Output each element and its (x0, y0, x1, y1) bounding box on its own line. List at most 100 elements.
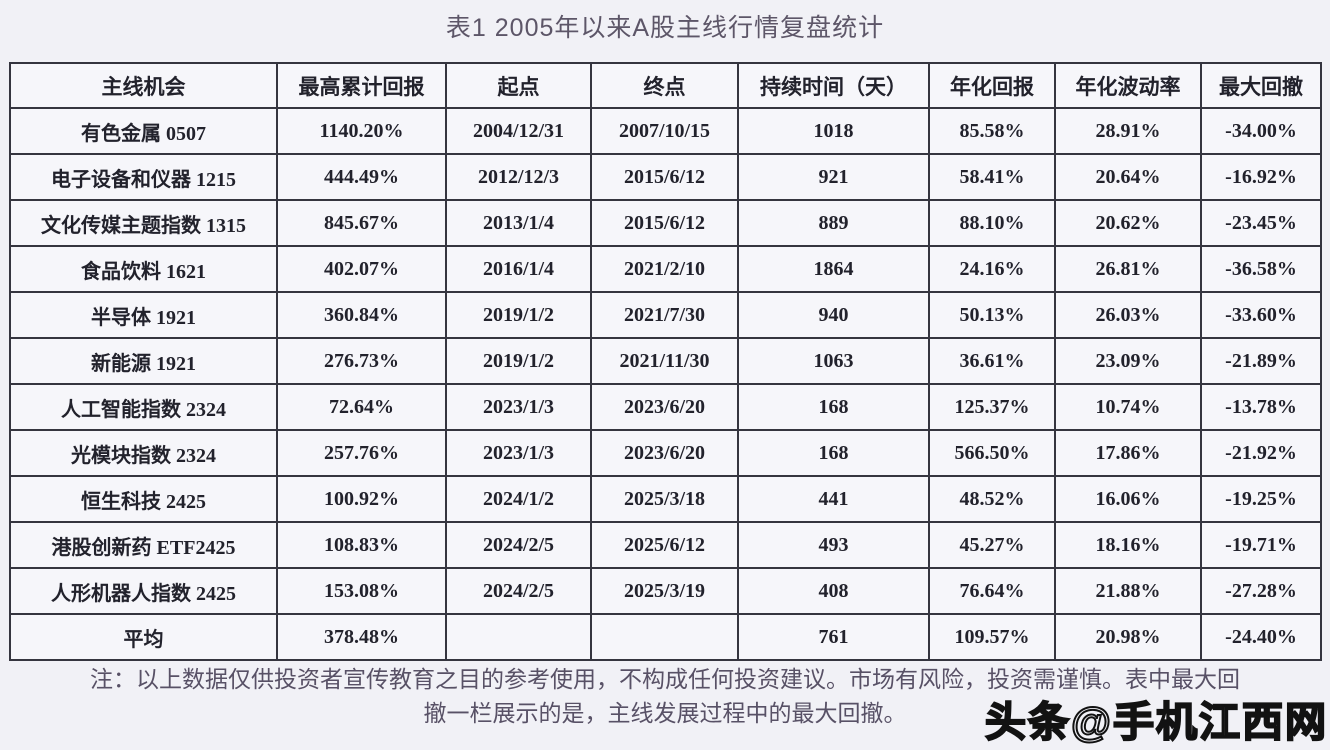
header-row: 主线机会 最高累计回报 起点 终点 持续时间（天） 年化回报 年化波动率 最大回撤 (9, 62, 1322, 109)
table-cell: 88.10% (928, 199, 1056, 247)
table-cell: 10.74% (1054, 383, 1202, 431)
table-cell: 20.98% (1054, 613, 1202, 661)
table-cell: 761 (737, 613, 930, 661)
table-row: 平均 378.48% 761 109.57% 20.98% -24.40% (9, 613, 1322, 661)
table-row: 光模块指数 2324 257.76% 2023/1/3 2023/6/20 168 566… (9, 429, 1322, 477)
column-header: 起点 (445, 62, 592, 109)
table-cell: 2023/1/3 (445, 429, 592, 477)
main-table: 主线机会 最高累计回报 起点 终点 持续时间（天） 年化回报 年化波动率 最大回撤 有色金属 … (9, 62, 1322, 661)
column-header: 年化波动率 (1054, 62, 1202, 109)
table-cell: 2021/2/10 (590, 245, 739, 293)
table-cell: 人形机器人指数 2425 (9, 567, 278, 615)
table-cell: -34.00% (1200, 107, 1322, 155)
table-cell: -21.89% (1200, 337, 1322, 385)
table-row: 有色金属 0507 1140.20% 2004/12/31 2007/10/15 101… (9, 107, 1322, 155)
table-cell: 24.16% (928, 245, 1056, 293)
table-cell: -23.45% (1200, 199, 1322, 247)
table-cell: -13.78% (1200, 383, 1322, 431)
table-cell: 45.27% (928, 521, 1056, 569)
table-row: 人工智能指数 2324 72.64% 2023/1/3 2023/6/20 168 125… (9, 383, 1322, 431)
table-cell: 360.84% (276, 291, 447, 339)
table-cell: 2013/1/4 (445, 199, 592, 247)
table-cell: -19.25% (1200, 475, 1322, 523)
table-cell: 港股创新药 ETF2425 (9, 521, 278, 569)
table-cell: 2023/6/20 (590, 429, 739, 477)
table-cell: 276.73% (276, 337, 447, 385)
table-cell: 2024/2/5 (445, 567, 592, 615)
table-cell: 72.64% (276, 383, 447, 431)
table-cell: 1864 (737, 245, 930, 293)
table-cell: 2019/1/2 (445, 337, 592, 385)
footnote-line-1: 注：以上数据仅供投资者宣传教育之目的参考使用，不构成任何投资建议。市场有风险，投… (90, 666, 1240, 692)
table-cell: 16.06% (1054, 475, 1202, 523)
table-cell: 2015/6/12 (590, 199, 739, 247)
table-cell: 402.07% (276, 245, 447, 293)
table-cell: 153.08% (276, 567, 447, 615)
table-cell: 100.92% (276, 475, 447, 523)
table-cell: 人工智能指数 2324 (9, 383, 278, 431)
table-row: 电子设备和仪器 1215 444.49% 2012/12/3 2015/6/12 921… (9, 153, 1322, 201)
table-cell: 85.58% (928, 107, 1056, 155)
table-cell (445, 613, 592, 661)
table-cell: 408 (737, 567, 930, 615)
table-cell: 23.09% (1054, 337, 1202, 385)
table-cell: 58.41% (928, 153, 1056, 201)
table-cell: 48.52% (928, 475, 1056, 523)
column-header: 最高累计回报 (276, 62, 447, 109)
table-cell: 2012/12/3 (445, 153, 592, 201)
table-cell: 845.67% (276, 199, 447, 247)
table-cell: 2024/1/2 (445, 475, 592, 523)
table-row: 新能源 1921 276.73% 2019/1/2 2021/11/30 1063 36.… (9, 337, 1322, 385)
table-cell: -19.71% (1200, 521, 1322, 569)
page-title: 表1 2005年以来A股主线行情复盘统计 (445, 14, 885, 42)
table-cell: 2015/6/12 (590, 153, 739, 201)
table-cell: 2025/3/18 (590, 475, 739, 523)
table-cell: -36.58% (1200, 245, 1322, 293)
table-cell: 889 (737, 199, 930, 247)
table-cell: 20.64% (1054, 153, 1202, 201)
table-cell: 444.49% (276, 153, 447, 201)
footnote: 注：以上数据仅供投资者宣传教育之目的参考使用，不构成任何投资建议。市场有风险，投… (0, 662, 1330, 730)
table-cell: 2016/1/4 (445, 245, 592, 293)
table-cell: 电子设备和仪器 1215 (9, 153, 278, 201)
table-cell: 2004/12/31 (445, 107, 592, 155)
table-cell: 20.62% (1054, 199, 1202, 247)
column-header: 持续时间（天） (737, 62, 930, 109)
table-cell: 26.03% (1054, 291, 1202, 339)
table-cell: 有色金属 0507 (9, 107, 278, 155)
table-cell: 566.50% (928, 429, 1056, 477)
table-cell: 半导体 1921 (9, 291, 278, 339)
table-cell: 恒生科技 2425 (9, 475, 278, 523)
table-cell: 2023/1/3 (445, 383, 592, 431)
table-row: 文化传媒主题指数 1315 845.67% 2013/1/4 2015/6/12 889… (9, 199, 1322, 247)
table-cell: 1140.20% (276, 107, 447, 155)
table-cell: 文化传媒主题指数 1315 (9, 199, 278, 247)
table-cell: 921 (737, 153, 930, 201)
table-row: 食品饮料 1621 402.07% 2016/1/4 2021/2/10 1864 24.… (9, 245, 1322, 293)
table-cell: 50.13% (928, 291, 1056, 339)
table-cell: 17.86% (1054, 429, 1202, 477)
column-header: 年化回报 (928, 62, 1056, 109)
table-cell: 493 (737, 521, 930, 569)
table-cell: 108.83% (276, 521, 447, 569)
table-cell: 食品饮料 1621 (9, 245, 278, 293)
table-cell: 21.88% (1054, 567, 1202, 615)
table-cell: 2025/6/12 (590, 521, 739, 569)
table-cell: 2007/10/15 (590, 107, 739, 155)
footnote-line-2: 撤一栏展示的是，主线发展过程中的最大回撤。 (423, 700, 907, 726)
table-cell: 940 (737, 291, 930, 339)
table-row: 恒生科技 2425 100.92% 2024/1/2 2025/3/18 441 48.5… (9, 475, 1322, 523)
column-header: 终点 (590, 62, 739, 109)
table-row: 半导体 1921 360.84% 2019/1/2 2021/7/30 940 50.13… (9, 291, 1322, 339)
column-header: 主线机会 (9, 62, 278, 109)
table-cell: 18.16% (1054, 521, 1202, 569)
table-cell: 168 (737, 383, 930, 431)
table-cell: 125.37% (928, 383, 1056, 431)
table-cell: 1018 (737, 107, 930, 155)
table-cell: 2021/11/30 (590, 337, 739, 385)
table-cell: 36.61% (928, 337, 1056, 385)
table-cell: 2024/2/5 (445, 521, 592, 569)
table-cell: 28.91% (1054, 107, 1202, 155)
table-cell: 2023/6/20 (590, 383, 739, 431)
